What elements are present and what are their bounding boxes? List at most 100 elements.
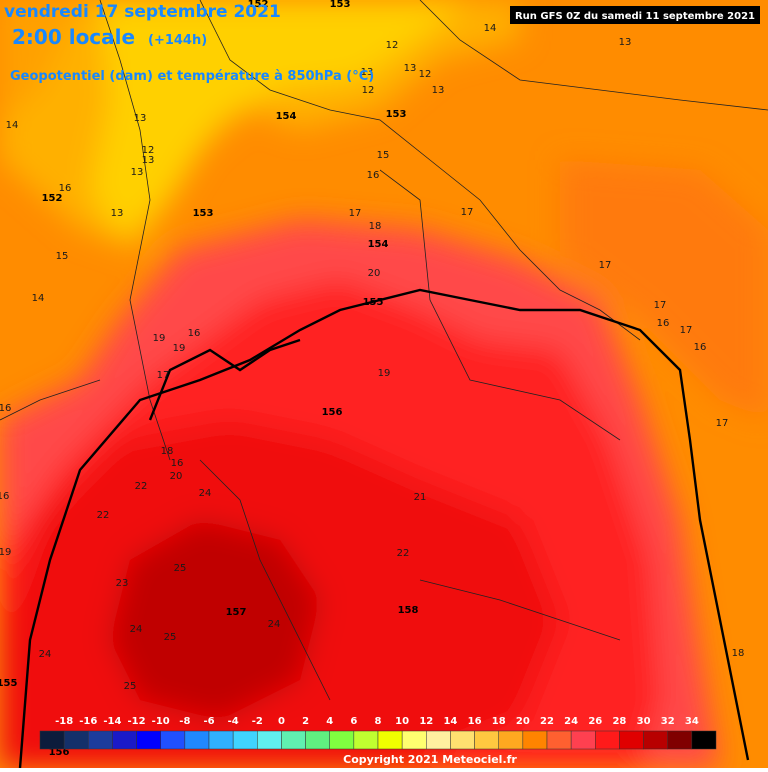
temperature-label: 21 bbox=[414, 492, 427, 503]
temperature-label: 12 bbox=[386, 40, 399, 51]
colorbar-swatch bbox=[426, 730, 451, 750]
colorbar-swatch bbox=[88, 730, 113, 750]
colorbar-label: 0 bbox=[278, 716, 285, 727]
colorbar-swatch bbox=[474, 730, 499, 750]
colorbar-label: -8 bbox=[179, 716, 190, 727]
temperature-label: 22 bbox=[135, 481, 148, 492]
temperature-label: 17 bbox=[349, 208, 362, 219]
colorbar: -18 -16 -14 -12 -10 -8 -6 -4 -2 0 2 4 6 8 10 12 14 16 18 20… bbox=[39, 716, 717, 750]
colorbar-swatch bbox=[619, 730, 644, 750]
temperature-label: 19 bbox=[153, 333, 166, 344]
temperature-label: 13 bbox=[131, 167, 144, 178]
temperature-label: 16 bbox=[171, 458, 184, 469]
temperature-label: 18 bbox=[161, 446, 174, 457]
temperature-label: 13 bbox=[619, 37, 632, 48]
colorbar-label: 6 bbox=[350, 716, 357, 727]
colorbar-swatch bbox=[112, 730, 137, 750]
colorbar-label: 12 bbox=[419, 716, 433, 727]
colorbar-label: 16 bbox=[468, 716, 482, 727]
colorbar-label: 24 bbox=[564, 716, 578, 727]
colorbar-swatch bbox=[305, 730, 330, 750]
temperature-label: 25 bbox=[124, 681, 137, 692]
colorbar-label: -2 bbox=[252, 716, 263, 727]
temperature-label: 18 bbox=[369, 221, 382, 232]
copyright: Copyright 2021 Meteociel.fr bbox=[343, 753, 517, 766]
temperature-label: 15 bbox=[56, 251, 69, 262]
temperature-label: 20 bbox=[170, 471, 183, 482]
temperature-label: 16 bbox=[367, 170, 380, 181]
temperature-label: 17 bbox=[716, 418, 729, 429]
colorbar-label: 2 bbox=[302, 716, 309, 727]
temperature-label: 13 bbox=[134, 113, 147, 124]
colorbar-label: 26 bbox=[588, 716, 602, 727]
colorbar-swatch bbox=[184, 730, 210, 750]
colorbar-label: 18 bbox=[492, 716, 506, 727]
temperature-label: 14 bbox=[484, 23, 497, 34]
temperature-label: 13 bbox=[111, 208, 124, 219]
geopotential-label: 155 bbox=[0, 678, 17, 689]
run-box bbox=[510, 6, 760, 24]
colorbar-swatch bbox=[401, 730, 427, 750]
colorbar-swatch bbox=[643, 730, 668, 750]
colorbar-label: 22 bbox=[540, 716, 554, 727]
colorbar-swatch bbox=[39, 730, 65, 750]
temperature-label: 12 bbox=[142, 145, 155, 156]
temperature-label: 19 bbox=[378, 368, 391, 379]
colorbar-swatch bbox=[667, 730, 693, 750]
temperature-label: 18 bbox=[732, 648, 745, 659]
temperature-label: 19 bbox=[173, 343, 186, 354]
temperature-label: 16 bbox=[0, 491, 9, 502]
colorbar-swatch bbox=[329, 730, 355, 750]
colorbar-label: 34 bbox=[685, 716, 699, 727]
colorbar-label: 4 bbox=[326, 716, 333, 727]
colorbar-label: 20 bbox=[516, 716, 530, 727]
temperature-label: 17 bbox=[157, 370, 170, 381]
geopotential-label: 152 bbox=[42, 193, 63, 204]
colorbar-swatch bbox=[546, 730, 572, 750]
temperature-label: 14 bbox=[32, 293, 45, 304]
colorbar-label: 32 bbox=[661, 716, 675, 727]
temperature-label: 16 bbox=[188, 328, 201, 339]
temperature-label: 17 bbox=[680, 325, 693, 336]
temperature-label: 19 bbox=[0, 547, 11, 558]
colorbar-swatch bbox=[522, 730, 548, 750]
temperature-label: 15 bbox=[377, 150, 390, 161]
colorbar-label: -12 bbox=[128, 716, 146, 727]
geopotential-label: 158 bbox=[398, 605, 419, 616]
run-info: Run GFS 0Z du samedi 11 septembre 2021 bbox=[515, 11, 755, 22]
temperature-label: 13 bbox=[142, 155, 155, 166]
temperature-label: 24 bbox=[199, 488, 212, 499]
temperature-label: 17 bbox=[599, 260, 612, 271]
temperature-label: 25 bbox=[164, 632, 177, 643]
colorbar-swatch bbox=[136, 730, 161, 750]
geopotential-label: 153 bbox=[386, 109, 407, 120]
colorbar-label: 30 bbox=[637, 716, 651, 727]
temperature-label: 12 bbox=[362, 85, 375, 96]
borders bbox=[0, 0, 768, 701]
forecast-date: vendredi 17 septembre 2021 bbox=[4, 2, 281, 22]
colorbar-swatch bbox=[498, 730, 524, 750]
geopotential-label: 154 bbox=[276, 111, 297, 122]
colorbar-swatch bbox=[353, 730, 379, 750]
colorbar-swatch bbox=[281, 730, 306, 750]
colorbar-swatch bbox=[63, 730, 89, 750]
colorbar-swatch bbox=[232, 730, 258, 750]
temperature-label: 23 bbox=[116, 578, 129, 589]
temperature-label: 17 bbox=[461, 207, 474, 218]
colorbar-label: 10 bbox=[395, 716, 409, 727]
header: vendredi 17 septembre 2021 2:00 locale (… bbox=[4, 2, 760, 84]
lead-time: (+144h) bbox=[148, 33, 207, 48]
colorbar-label: -16 bbox=[79, 716, 97, 727]
colorbar-swatch bbox=[691, 730, 717, 750]
temperature-label: 14 bbox=[6, 120, 19, 131]
colorbar-label: -4 bbox=[228, 716, 239, 727]
temperature-label: 22 bbox=[397, 548, 410, 559]
geopotential-label: 153 bbox=[330, 0, 351, 10]
colorbar-swatch bbox=[377, 730, 403, 750]
jet-lines bbox=[18, 288, 750, 769]
geopotential-label: 154 bbox=[368, 239, 389, 250]
temperature-label: 16 bbox=[59, 183, 72, 194]
geopotential-label: 156 bbox=[49, 747, 70, 758]
